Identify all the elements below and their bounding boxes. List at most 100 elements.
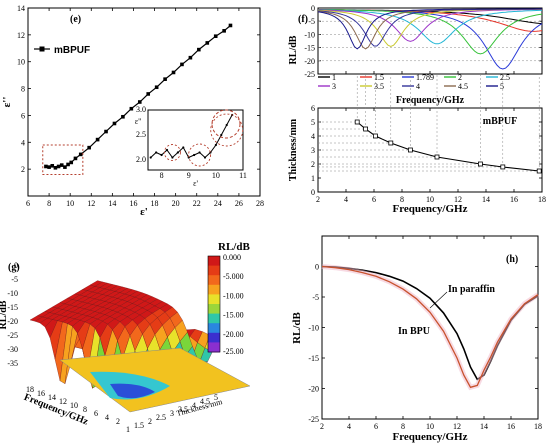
inset-point bbox=[160, 153, 163, 157]
legend-entry-mbpuf: mBPUF bbox=[54, 45, 90, 56]
legend-entry: 1.5 bbox=[374, 73, 384, 82]
colorbar-tick-label: -5.000 bbox=[223, 272, 244, 281]
y-tick-label: 10 bbox=[17, 58, 25, 67]
data-point bbox=[363, 126, 369, 132]
label-in-bpu: In BPU bbox=[398, 326, 430, 337]
x-tick-label: 16 bbox=[510, 195, 518, 204]
x-tick-label: 16 bbox=[37, 389, 45, 398]
data-point bbox=[112, 121, 117, 126]
x-tick-label: 12 bbox=[59, 397, 67, 406]
y-tick-label: -10 bbox=[308, 324, 319, 333]
x-axis-label: Frequency/GHz bbox=[393, 431, 468, 443]
data-point bbox=[146, 92, 151, 96]
data-point bbox=[154, 85, 159, 90]
y-tick-label: -25 bbox=[308, 415, 319, 424]
y-tick-label: 0 bbox=[315, 263, 319, 272]
panel-label: (g) bbox=[8, 262, 20, 273]
legend-entry: 3 bbox=[332, 82, 336, 91]
colorbar-tick-label: -10.00 bbox=[223, 291, 244, 300]
x-tick-label: 12 bbox=[87, 199, 95, 208]
data-point bbox=[73, 156, 78, 161]
y-tick-label: 4 bbox=[311, 132, 315, 141]
x-tick-label: 10 bbox=[70, 401, 78, 410]
colorbar-tick-label: -15.00 bbox=[223, 311, 244, 320]
colorbar-title: RL/dB bbox=[218, 241, 250, 253]
inset-y-tick-label: 2.5 bbox=[136, 130, 146, 139]
inset-point bbox=[214, 143, 217, 147]
x-tick-label: 14 bbox=[48, 393, 56, 402]
y-tick-label: 5 bbox=[214, 393, 218, 402]
series-line-in-paraffin bbox=[321, 265, 539, 381]
y-tick-label: 2 bbox=[148, 417, 152, 426]
inset-point bbox=[225, 123, 228, 127]
annotation-pointer bbox=[429, 291, 448, 309]
colorbar-tick-label: 0.000 bbox=[223, 253, 241, 262]
plot-frame bbox=[27, 7, 261, 197]
y-axis-label: ε'' bbox=[1, 97, 13, 108]
thickness-curve bbox=[356, 121, 540, 172]
data-point bbox=[171, 70, 176, 75]
colorbar-segment bbox=[208, 294, 220, 305]
x-tick-label: 26 bbox=[235, 199, 243, 208]
x-tick-label: 8 bbox=[83, 405, 87, 414]
y-tick-label: 12 bbox=[17, 31, 25, 40]
inset-point bbox=[193, 153, 196, 157]
legend-entry: 4.5 bbox=[458, 82, 468, 91]
data-point bbox=[87, 145, 91, 150]
z-tick-label: -15 bbox=[7, 303, 18, 312]
panel-h-comparison-plot: 2 4 6 8 10 12 14 16 18 0 -5 -10 -15 -20 -25 (h) Frequenc… bbox=[291, 235, 542, 443]
rl-curve-thickness-4.5 bbox=[317, 8, 542, 50]
colorbar-segment bbox=[208, 342, 220, 353]
data-point bbox=[78, 152, 83, 157]
z-tick-label: -35 bbox=[7, 359, 18, 368]
x-tick-label: 2 bbox=[116, 417, 120, 426]
legend-entry: 2.5 bbox=[500, 73, 510, 82]
data-point bbox=[477, 161, 483, 167]
x-axis-label: Frequency/GHz bbox=[393, 203, 468, 215]
inset-y-label: ε'' bbox=[135, 117, 142, 126]
y-tick-label: 4 bbox=[21, 138, 25, 147]
x-tick-label: 8 bbox=[401, 422, 405, 431]
y-tick-label: 1 bbox=[311, 174, 315, 183]
inset-x-tick-label: 9 bbox=[187, 171, 191, 180]
relaxation-circle bbox=[163, 144, 181, 161]
data-point bbox=[354, 119, 360, 125]
label-in-paraffin: In paraffin bbox=[448, 284, 495, 295]
colorbar-frame bbox=[207, 255, 221, 353]
x-tick-label: 8 bbox=[47, 199, 51, 208]
inset-frame bbox=[147, 109, 244, 171]
floor-contour-low bbox=[110, 383, 155, 399]
y-tick-label: -10 bbox=[304, 30, 315, 39]
x-tick-label: 10 bbox=[426, 422, 434, 431]
data-point bbox=[163, 77, 167, 81]
x-tick-label: 14 bbox=[482, 195, 490, 204]
colorbar-segment bbox=[208, 284, 220, 295]
z-tick-label: -30 bbox=[7, 345, 18, 354]
inset-x-tick-label: 8 bbox=[160, 171, 164, 180]
relaxation-circle bbox=[188, 143, 212, 167]
y-tick-label: 6 bbox=[21, 111, 25, 120]
x-axis-label: Frequency/GHz bbox=[22, 392, 90, 428]
inset-y-tick-label: 2.0 bbox=[136, 155, 146, 164]
z-axis-label: RL/dB bbox=[0, 300, 9, 329]
data-point bbox=[213, 34, 218, 38]
x-tick-label: 18 bbox=[538, 195, 546, 204]
y-tick-label: -5 bbox=[312, 293, 319, 302]
legend-entry: 3.5 bbox=[374, 82, 384, 91]
x-tick-label: 6 bbox=[372, 195, 376, 204]
colorbar-segment bbox=[208, 256, 220, 267]
y-tick-label: 3.5 bbox=[178, 405, 188, 414]
x-tick-label: 16 bbox=[507, 422, 515, 431]
y-tick-label: -15 bbox=[304, 44, 315, 53]
x-tick-label: 8 bbox=[400, 195, 404, 204]
data-point bbox=[536, 168, 542, 174]
colorbar-segment bbox=[208, 275, 220, 286]
x-tick-label: 6 bbox=[94, 409, 98, 418]
x-tick-label: 4 bbox=[344, 195, 348, 204]
rl-curve-thickness-5 bbox=[317, 8, 542, 50]
inset-y-tick-label: 3.0 bbox=[136, 105, 146, 114]
series-annotation: mBPUF bbox=[483, 116, 517, 127]
inset-x-tick-label: 10 bbox=[212, 171, 220, 180]
data-point bbox=[137, 100, 142, 104]
